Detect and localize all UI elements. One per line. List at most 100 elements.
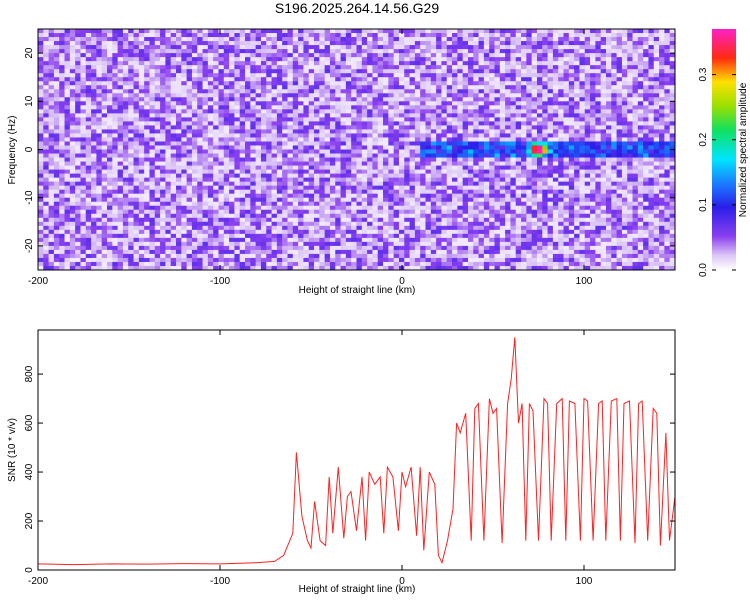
- heatmap-cell: [335, 233, 342, 239]
- heatmap-cell: [91, 113, 97, 118]
- heatmap-cell: [112, 153, 119, 159]
- heatmap-cell: [287, 73, 294, 78]
- heatmap-cell: [436, 53, 443, 58]
- heatmap-cell: [462, 93, 469, 98]
- heatmap-cell: [213, 197, 220, 203]
- heatmap-cell: [154, 165, 161, 171]
- heatmap-cell: [186, 233, 193, 239]
- heatmap-cell: [308, 213, 315, 219]
- heatmap-cell: [223, 249, 230, 255]
- heatmap-cell: [388, 109, 395, 114]
- heatmap-cell: [165, 33, 172, 38]
- heatmap-cell: [133, 105, 140, 110]
- heatmap-cell: [149, 253, 156, 259]
- heatmap-cell: [234, 65, 241, 70]
- heatmap-cell: [133, 65, 140, 70]
- heatmap-cell: [414, 169, 421, 175]
- heatmap-cell: [80, 29, 87, 34]
- heatmap-cell: [80, 229, 87, 235]
- heatmap-cell: [191, 197, 198, 203]
- heatmap-cell: [112, 49, 119, 54]
- heatmap-cell: [160, 169, 166, 175]
- heatmap-cell: [446, 165, 453, 171]
- heatmap-cell: [218, 213, 225, 219]
- heatmap-cell: [404, 145, 411, 151]
- heatmap-cell: [245, 249, 251, 255]
- heatmap-cell: [69, 185, 76, 191]
- heatmap-cell: [154, 57, 161, 62]
- heatmap-cell: [473, 125, 480, 131]
- heatmap-cell: [282, 37, 289, 42]
- heatmap-cell: [154, 105, 161, 110]
- heatmap-cell: [176, 105, 182, 110]
- heatmap-cell: [213, 133, 220, 139]
- heatmap-cell: [452, 197, 458, 203]
- heatmap-cell: [80, 153, 87, 159]
- heatmap-cell: [138, 153, 145, 159]
- heatmap-cell: [181, 177, 188, 183]
- heatmap-cell: [245, 145, 251, 151]
- heatmap-cell: [64, 173, 71, 179]
- heatmap-cell: [202, 249, 209, 255]
- heatmap-cell: [367, 181, 374, 187]
- heatmap-cell: [345, 185, 352, 191]
- heatmap-cell: [176, 165, 182, 171]
- heatmap-cell: [250, 245, 257, 251]
- heatmap-cell: [250, 201, 257, 207]
- heatmap-cell: [324, 241, 331, 247]
- heatmap-cell: [276, 229, 283, 235]
- heatmap-cell: [367, 77, 374, 82]
- heatmap-cell: [101, 117, 108, 122]
- heatmap-cell: [202, 229, 209, 235]
- heatmap-cell: [271, 133, 278, 139]
- heatmap-cell: [53, 221, 60, 227]
- heatmap-cell: [446, 229, 453, 235]
- heatmap-cell: [398, 193, 405, 199]
- heatmap-cell: [319, 265, 326, 270]
- heatmap-cell: [43, 101, 50, 106]
- heatmap-cell: [467, 197, 474, 203]
- heatmap-cell: [404, 177, 411, 183]
- heatmap-cell: [271, 229, 278, 235]
- heatmap-cell: [367, 157, 374, 163]
- heatmap-cell: [191, 237, 198, 243]
- heatmap-cell: [393, 265, 400, 270]
- heatmap-cell: [452, 209, 458, 215]
- heatmap-cell: [329, 253, 336, 259]
- heatmap-cell: [69, 137, 76, 143]
- heatmap-cell: [170, 141, 177, 147]
- heatmap-cell: [48, 217, 55, 223]
- heatmap-cell: [245, 29, 251, 34]
- heatmap-cell: [314, 205, 320, 211]
- heatmap-cell: [446, 41, 453, 46]
- heatmap-cell: [234, 37, 241, 42]
- heatmap-cell: [436, 177, 443, 183]
- heatmap-cell: [351, 237, 358, 243]
- heatmap-cell: [345, 237, 352, 243]
- heatmap-cell: [165, 209, 172, 215]
- heatmap-cell: [170, 45, 177, 50]
- heatmap-cell: [202, 209, 209, 215]
- heatmap-cell: [446, 193, 453, 199]
- heatmap-cell: [452, 165, 458, 171]
- heatmap-cell: [38, 253, 44, 259]
- heatmap-cell: [250, 41, 257, 46]
- heatmap-cell: [80, 125, 87, 131]
- heatmap-cell: [351, 29, 358, 34]
- heatmap-cell: [393, 81, 400, 86]
- heatmap-cell: [80, 185, 87, 191]
- heatmap-cell: [388, 125, 395, 131]
- heatmap-cell: [255, 105, 262, 110]
- heatmap-cell: [138, 257, 145, 263]
- heatmap-cell: [367, 105, 374, 110]
- heatmap-cell: [329, 93, 336, 98]
- heatmap-cell: [38, 49, 44, 54]
- heatmap-cell: [335, 165, 342, 171]
- heatmap-cell: [245, 53, 251, 58]
- heatmap-cell: [420, 73, 427, 78]
- heatmap-cell: [80, 217, 87, 223]
- heatmap-cell: [345, 209, 352, 215]
- heatmap-cell: [298, 161, 305, 167]
- heatmap-cell: [266, 53, 273, 58]
- heatmap-cell: [298, 129, 305, 135]
